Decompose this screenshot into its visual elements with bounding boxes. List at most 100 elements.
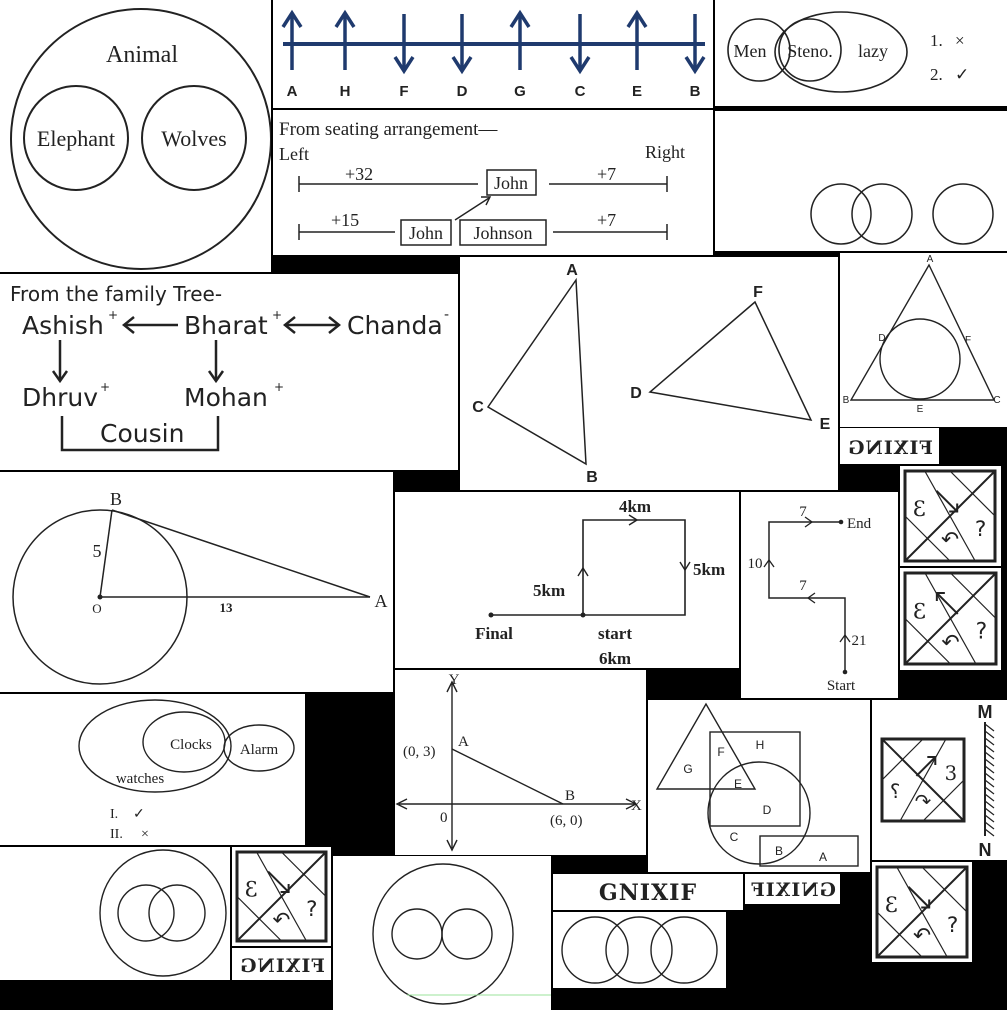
arrow-H xyxy=(334,9,356,70)
epsilon-glyph: 3 xyxy=(945,762,958,785)
svg-text:C: C xyxy=(993,395,1000,406)
arc-arrow-glyph: ↶ xyxy=(941,528,959,553)
svg-text:-: - xyxy=(444,307,449,323)
figure-tile-1: 3? ↶ xyxy=(900,466,1001,566)
figure-tile-3: 3? ↶ xyxy=(232,847,331,946)
mirror-panel: 3? ↶ M N xyxy=(872,700,1007,860)
svg-text:FIXING: FIXING xyxy=(239,955,325,977)
svg-text:H: H xyxy=(756,738,765,752)
row2-box-1-label: John xyxy=(409,223,443,243)
nested-separate-panel xyxy=(333,856,551,1010)
svg-text:Clocks: Clocks xyxy=(170,737,212,753)
left-label: Left xyxy=(279,144,309,164)
row1-left-count: +32 xyxy=(345,164,373,184)
svg-text:Y: Y xyxy=(449,672,460,688)
svg-text:E: E xyxy=(820,416,831,433)
venn-steno-panel: Men Steno. lazy 1. × 2. ✓ xyxy=(715,0,1007,106)
svg-text:6km: 6km xyxy=(599,649,631,668)
svg-text:B: B xyxy=(843,395,850,406)
venn-animal-panel: Animal Elephant Wolves xyxy=(0,0,271,272)
arrow-D xyxy=(451,14,473,75)
mohan-label: Mohan xyxy=(184,383,268,412)
row2-left-count: +15 xyxy=(331,210,359,230)
conclusion-2-mark: ✓ xyxy=(955,65,969,84)
conclusion-1-number: 1. xyxy=(930,31,943,50)
svg-text:+: + xyxy=(100,380,110,394)
svg-text:X: X xyxy=(631,798,642,814)
svg-text:B: B xyxy=(775,844,783,858)
mirror-word-1: FIXING xyxy=(840,428,939,464)
arrow-B xyxy=(684,14,706,75)
seating-panel: From seating arrangement— Left Right +32… xyxy=(273,110,713,255)
left-label: Elephant xyxy=(37,126,115,151)
figure-tile-drawing: 3? ↶ xyxy=(903,571,998,666)
question-glyph: ? xyxy=(306,897,317,922)
direction-letter: H xyxy=(340,83,351,100)
chanda-label: Chanda xyxy=(347,311,443,340)
steno-circle xyxy=(778,18,842,82)
svg-text:O: O xyxy=(92,601,101,616)
svg-text:FIXING: FIXING xyxy=(847,437,933,459)
svg-text:A: A xyxy=(927,254,934,265)
svg-text:10: 10 xyxy=(748,556,763,572)
svg-text:start: start xyxy=(598,624,632,643)
svg-text:+: + xyxy=(108,308,118,322)
svg-text:I.: I. xyxy=(110,807,118,822)
arrow-F xyxy=(393,14,415,75)
svg-text:×: × xyxy=(141,827,149,842)
svg-text:A: A xyxy=(566,262,578,279)
svg-text:watches: watches xyxy=(116,771,164,787)
figure-tile-drawing: 3? ↶ xyxy=(903,469,997,563)
svg-text:B: B xyxy=(110,489,122,509)
family-title: From the family Tree- xyxy=(10,282,222,306)
svg-text:21: 21 xyxy=(852,633,867,649)
svg-text:C: C xyxy=(730,830,739,844)
svg-text:(0, 3): (0, 3) xyxy=(403,744,436,760)
question-glyph: ? xyxy=(890,780,900,803)
right-label: Wolves xyxy=(161,126,226,151)
svg-text:7: 7 xyxy=(799,504,807,520)
shapes-venn-panel: G F H E D C B A xyxy=(648,700,870,872)
svg-text:E: E xyxy=(917,404,924,415)
circles-panel xyxy=(715,111,1007,251)
direction-letter: D xyxy=(457,83,468,100)
svg-text:A: A xyxy=(375,591,388,611)
mirror-word-3: GNIXIF xyxy=(553,874,743,910)
mirror-word-4: GNIXIF xyxy=(745,874,840,904)
svg-text:GNIXIF: GNIXIF xyxy=(750,879,836,901)
seating-title: From seating arrangement— xyxy=(279,119,498,140)
svg-text:5: 5 xyxy=(93,541,102,561)
svg-text:N: N xyxy=(979,840,992,860)
conclusion-2-number: 2. xyxy=(930,65,943,84)
dhruv-label: Dhruv xyxy=(22,383,98,412)
svg-text:D: D xyxy=(763,803,772,817)
incircle-panel: A D F B E C xyxy=(840,253,1007,427)
lazy-ellipse xyxy=(774,11,908,93)
outer-circle xyxy=(10,8,271,270)
question-glyph: ? xyxy=(976,620,988,645)
svg-text:C: C xyxy=(472,399,484,416)
epsilon-glyph: 3 xyxy=(885,893,899,918)
arc-arrow-glyph: ↶ xyxy=(915,790,931,813)
ashish-label: Ashish xyxy=(22,311,104,340)
svg-text:+: + xyxy=(274,380,284,394)
svg-text:F: F xyxy=(717,745,724,759)
svg-text:Start: Start xyxy=(827,678,856,694)
epsilon-glyph: 3 xyxy=(913,497,927,522)
svg-text:M: M xyxy=(978,702,993,722)
svg-text:Final: Final xyxy=(475,624,513,643)
svg-text:D: D xyxy=(630,385,642,402)
coordinate-panel: Y X X A (0, 3) B (6, 0) 0 xyxy=(395,670,646,855)
path-steps-panel: 7 End 10 7 21 Start xyxy=(741,492,898,698)
direction-letter: A xyxy=(287,83,298,100)
svg-text:GNIXIF: GNIXIF xyxy=(599,880,697,906)
right-label: Right xyxy=(645,142,685,162)
row2-right-count: +7 xyxy=(597,210,616,230)
lazy-label: lazy xyxy=(858,41,888,61)
svg-text:+: + xyxy=(272,308,282,322)
men-label: Men xyxy=(734,41,767,61)
figure-tile-drawing: 3? ↶ xyxy=(235,850,328,943)
bharat-label: Bharat xyxy=(184,311,268,340)
arrow-A xyxy=(281,9,303,70)
